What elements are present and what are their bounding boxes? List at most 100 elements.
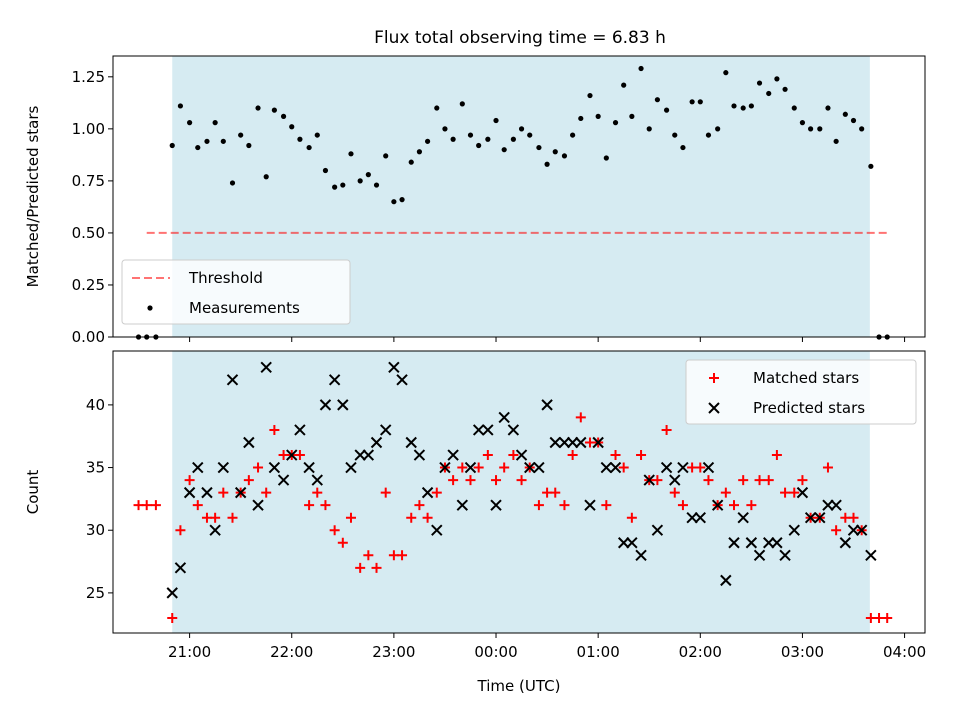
series-matched-stars (133, 412, 893, 623)
data-point (261, 487, 272, 498)
x-tick-label: 02:00 (679, 643, 722, 661)
data-point (507, 424, 520, 436)
data-point (297, 136, 303, 142)
y-tick-label: 25 (86, 584, 105, 602)
data-point (260, 361, 272, 374)
data-point (731, 103, 737, 109)
data-point (524, 461, 536, 474)
data-point (584, 499, 596, 511)
data-point (383, 153, 389, 159)
data-point (771, 450, 782, 461)
data-point (865, 549, 877, 562)
data-point (541, 399, 553, 411)
data-point (166, 587, 178, 599)
data-point (195, 144, 201, 151)
data-point (416, 149, 423, 155)
data-point (536, 144, 542, 151)
data-point (552, 149, 558, 155)
y-tick-label: 1.25 (72, 68, 105, 86)
data-point (636, 450, 647, 461)
data-point (600, 461, 613, 474)
data-point (621, 82, 627, 88)
legend-box (121, 259, 351, 325)
data-point (192, 461, 204, 474)
x-tick-label: 21:00 (168, 643, 211, 661)
data-point (329, 525, 340, 536)
chart-title: Flux total observing time = 6.83 h (374, 28, 666, 48)
data-point (822, 499, 834, 511)
data-point (859, 126, 865, 132)
data-point (450, 136, 456, 142)
data-point (268, 461, 281, 474)
data-point (763, 537, 775, 549)
x-tick-label: 04:00 (883, 643, 926, 661)
legend-plus-marker (709, 373, 719, 383)
data-point (587, 92, 593, 99)
data-point (694, 511, 707, 524)
data-point (252, 499, 264, 511)
data-point (567, 450, 578, 461)
data-point (192, 500, 203, 511)
data-point (337, 399, 349, 411)
data-point (424, 138, 431, 144)
data-point (226, 374, 239, 386)
data-point (167, 612, 178, 623)
data-point (782, 86, 788, 92)
data-point (365, 172, 371, 178)
data-point (603, 155, 609, 161)
y-tick-label: 1.00 (72, 120, 105, 138)
data-point (677, 500, 688, 511)
data-point (763, 475, 774, 486)
data-point (643, 474, 655, 486)
data-point (822, 462, 833, 473)
data-point (174, 562, 187, 574)
bottom-panel-counts: 25 30 35 40 21:00 22:00 23:00 00:00 01:00 02:00 03… (24, 350, 926, 695)
data-point (839, 537, 852, 549)
data-point (774, 76, 780, 82)
data-point (746, 500, 757, 511)
data-point (695, 462, 706, 473)
data-point (651, 524, 664, 536)
data-point (229, 180, 236, 186)
data-point (660, 461, 673, 474)
data-point (150, 500, 161, 511)
data-point (332, 184, 338, 190)
data-point (515, 449, 528, 461)
data-point (380, 487, 391, 498)
x-tick-label: 01:00 (577, 643, 620, 661)
data-point (705, 132, 712, 138)
data-point (141, 500, 152, 511)
data-point (328, 374, 341, 386)
data-point (825, 105, 831, 111)
data-point (220, 138, 226, 144)
data-point (456, 499, 469, 511)
data-point (311, 474, 323, 486)
x-tick-label: 03:00 (781, 643, 824, 661)
data-point (457, 462, 468, 473)
data-point (855, 524, 868, 536)
data-point (561, 153, 568, 159)
data-point (754, 475, 765, 486)
legend-label: Measurements (189, 299, 300, 317)
data-point (391, 199, 397, 205)
data-point (397, 550, 408, 561)
data-point (814, 511, 826, 524)
data-point (518, 126, 525, 132)
data-point (234, 486, 247, 499)
data-point (544, 161, 550, 167)
data-point (498, 411, 510, 424)
data-point (269, 424, 280, 435)
data-point (780, 487, 791, 498)
data-point (842, 111, 848, 117)
data-point (789, 487, 800, 498)
data-point (527, 132, 533, 138)
data-point (629, 113, 635, 119)
y-axis-label: Count (24, 470, 42, 515)
x-tick-label: 00:00 (474, 643, 517, 661)
data-point (340, 182, 346, 188)
data-point (533, 500, 544, 511)
data-point (575, 436, 587, 449)
data-point (345, 461, 357, 474)
data-point (175, 525, 186, 536)
data-point (370, 436, 383, 449)
